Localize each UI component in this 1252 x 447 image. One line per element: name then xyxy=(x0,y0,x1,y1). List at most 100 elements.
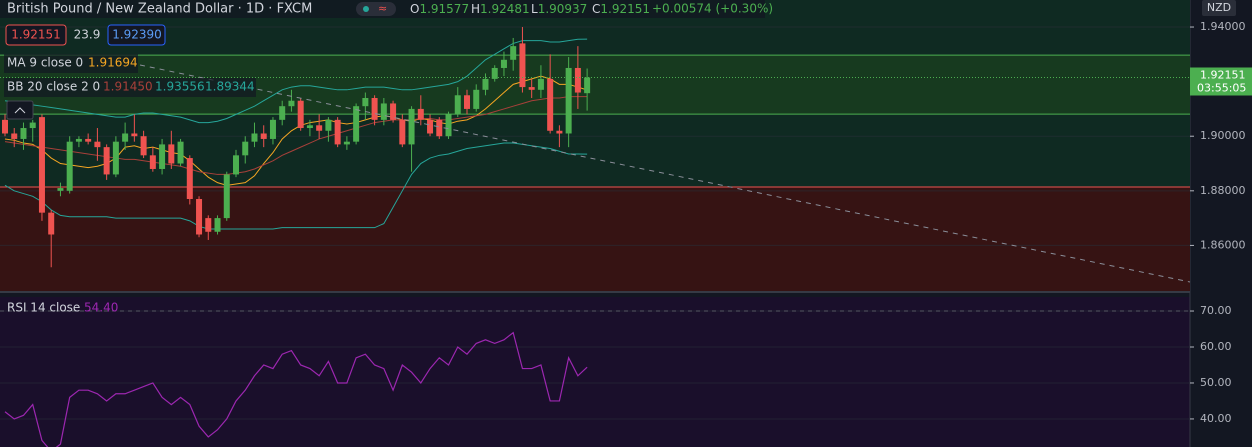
zone xyxy=(0,186,1190,291)
prefix: C xyxy=(592,2,600,16)
candle-body xyxy=(94,141,101,148)
candle-body xyxy=(2,119,8,134)
candle-body xyxy=(85,138,92,142)
candle-body xyxy=(29,122,36,129)
value: 1.92481 xyxy=(480,2,530,16)
rsi-line xyxy=(4,331,588,447)
indicator-value: 1.89344 xyxy=(205,80,255,94)
candle-body xyxy=(168,144,175,164)
candle-body xyxy=(584,77,591,94)
candle-body xyxy=(454,95,461,115)
y-tick-label: 1.88000 xyxy=(1200,184,1246,197)
y-tick-label: 40.00 xyxy=(1200,412,1232,425)
last-price: 1.92151 xyxy=(1200,68,1246,81)
candle-body xyxy=(20,128,27,139)
price-axis: 1.94000 1.90000 1.88000 1.86000 70.00 60.00 50… xyxy=(1190,20,1246,425)
prefix: O xyxy=(410,2,419,16)
y-tick-label: 1.86000 xyxy=(1200,238,1246,251)
candle-body xyxy=(528,87,535,90)
ohlc-high: H1.92481 xyxy=(471,2,530,16)
currency-box xyxy=(1202,0,1236,16)
y-tick-label: 1.94000 xyxy=(1200,20,1246,33)
candle-body xyxy=(186,158,193,200)
candle-body xyxy=(149,155,156,169)
candle-body xyxy=(177,141,184,164)
collapse-button[interactable] xyxy=(6,100,34,120)
market-open-dot xyxy=(363,6,369,12)
collapse-icon[interactable] xyxy=(14,107,26,114)
candle-body xyxy=(260,133,267,139)
rsi-panel xyxy=(0,297,1190,447)
candle-body xyxy=(48,212,55,235)
candle-body xyxy=(390,103,397,120)
candle-body xyxy=(565,67,572,134)
candle-body xyxy=(223,174,230,219)
candle-body xyxy=(353,106,360,142)
candle-body xyxy=(343,141,350,145)
value: 1.90937 xyxy=(538,2,588,16)
candle-body xyxy=(380,103,387,120)
candle-body xyxy=(279,106,286,120)
candle-body xyxy=(445,114,452,137)
candle-body xyxy=(214,218,221,232)
buy-button[interactable] xyxy=(107,24,166,46)
indicator-value: 1.91694 xyxy=(88,56,138,70)
candle-body xyxy=(316,125,323,131)
y-tick-label: 50.00 xyxy=(1200,376,1232,389)
marks xyxy=(0,27,1190,447)
rsi-name[interactable]: RSI 14 close xyxy=(7,301,80,315)
y-tick-label: 1.90000 xyxy=(1200,129,1246,142)
candle-body xyxy=(473,89,480,109)
prefix: H xyxy=(471,2,480,16)
currency: NZD xyxy=(1207,1,1231,14)
candle-body xyxy=(196,199,203,235)
candle-body xyxy=(140,136,147,156)
candle-body xyxy=(159,144,166,169)
candle-body xyxy=(537,78,544,90)
indicator-name[interactable]: MA 9 close 0 xyxy=(7,56,83,70)
candle-body xyxy=(417,108,424,120)
ohlc-low: L1.90937 xyxy=(531,2,587,16)
last-price-tag xyxy=(1190,67,1252,96)
candle-body xyxy=(500,59,507,68)
symbol-title: British Pound / New Zealand Dollar · 1D … xyxy=(7,2,312,17)
candle-body xyxy=(399,119,406,145)
candle-body xyxy=(436,119,443,137)
candle-body xyxy=(574,67,581,93)
prefix: L xyxy=(531,2,538,16)
sell-button[interactable] xyxy=(5,24,67,46)
indicator-line xyxy=(4,96,588,175)
buy-price[interactable]: 1.92390 xyxy=(112,28,162,42)
candle-body xyxy=(306,125,313,129)
status-icon: ≈ xyxy=(378,2,387,15)
candle-body xyxy=(122,133,129,142)
countdown: 03:55:05 xyxy=(1197,81,1246,94)
indicator-value: 1.93556 xyxy=(155,80,205,94)
indicator-line xyxy=(4,38,588,124)
candle-body xyxy=(547,78,554,131)
candle-body xyxy=(464,95,470,109)
candle-body xyxy=(233,155,239,175)
candle-body xyxy=(510,46,517,60)
candle-body xyxy=(57,188,64,191)
candle-body xyxy=(325,119,332,131)
candle-body xyxy=(205,218,212,232)
value: 1.92151 xyxy=(600,2,650,16)
candle-body xyxy=(491,67,498,79)
y-tick-label: 60.00 xyxy=(1200,340,1232,353)
trend-line[interactable] xyxy=(139,64,1191,283)
status-pill xyxy=(356,2,396,16)
candle-body xyxy=(482,78,489,90)
candle-body xyxy=(11,133,18,139)
indicator-name[interactable]: BB 20 close 2 0 xyxy=(7,80,100,94)
indicator-value: 1.91450 xyxy=(103,80,153,94)
candle-body xyxy=(38,117,45,213)
candle-body xyxy=(75,138,82,142)
legend: British Pound / New Zealand Dollar · 1D … xyxy=(0,0,1236,315)
candle-body xyxy=(66,141,73,191)
legend-bg xyxy=(4,54,138,73)
sell-price[interactable]: 1.92151 xyxy=(11,28,61,42)
